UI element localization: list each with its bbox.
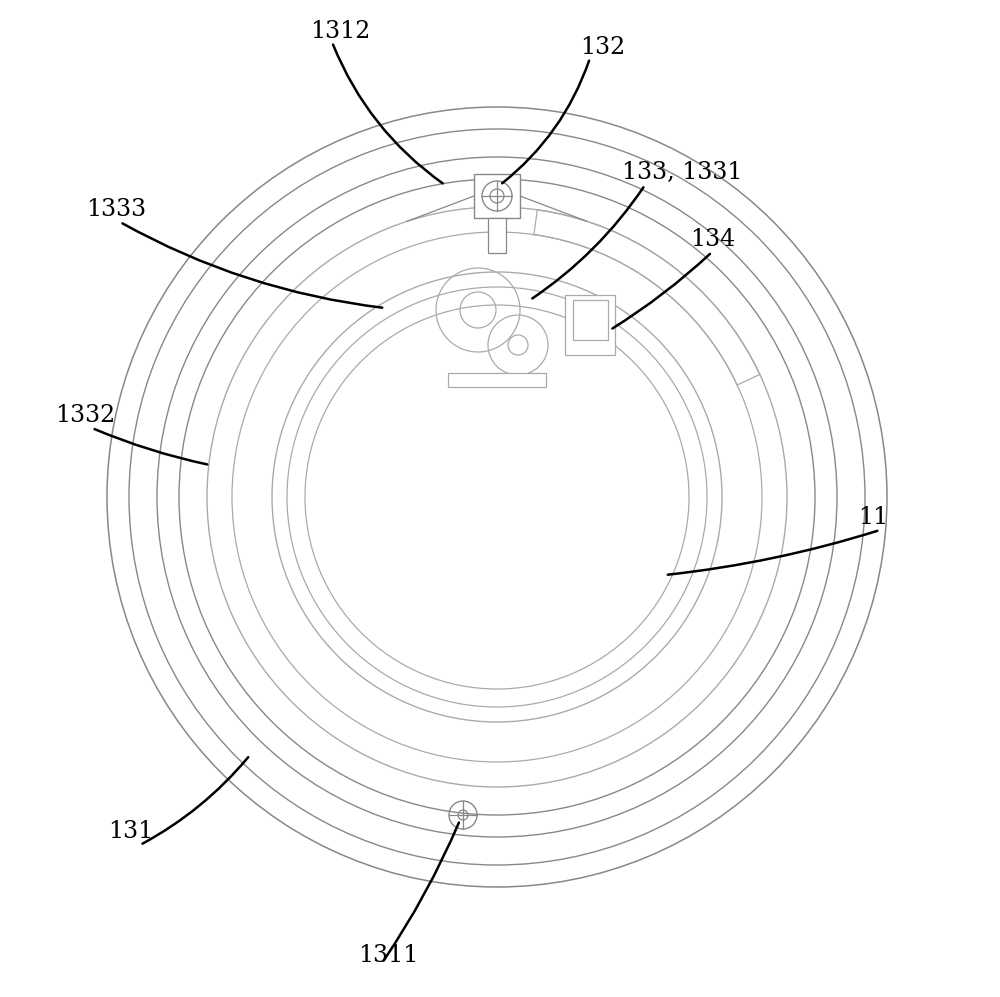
Bar bbox=[448, 373, 546, 387]
Text: 1332: 1332 bbox=[55, 404, 115, 427]
Text: 132: 132 bbox=[580, 37, 625, 60]
Text: 1333: 1333 bbox=[86, 198, 146, 221]
Bar bbox=[474, 174, 520, 218]
Bar bbox=[488, 218, 506, 253]
Text: 134: 134 bbox=[690, 228, 735, 251]
Text: 133, 1331: 133, 1331 bbox=[622, 161, 742, 183]
Text: 131: 131 bbox=[108, 821, 153, 843]
Bar bbox=[572, 300, 608, 340]
Text: 1312: 1312 bbox=[310, 21, 370, 44]
Bar bbox=[565, 295, 615, 355]
Text: 1311: 1311 bbox=[358, 943, 418, 966]
Text: 11: 11 bbox=[858, 506, 888, 529]
